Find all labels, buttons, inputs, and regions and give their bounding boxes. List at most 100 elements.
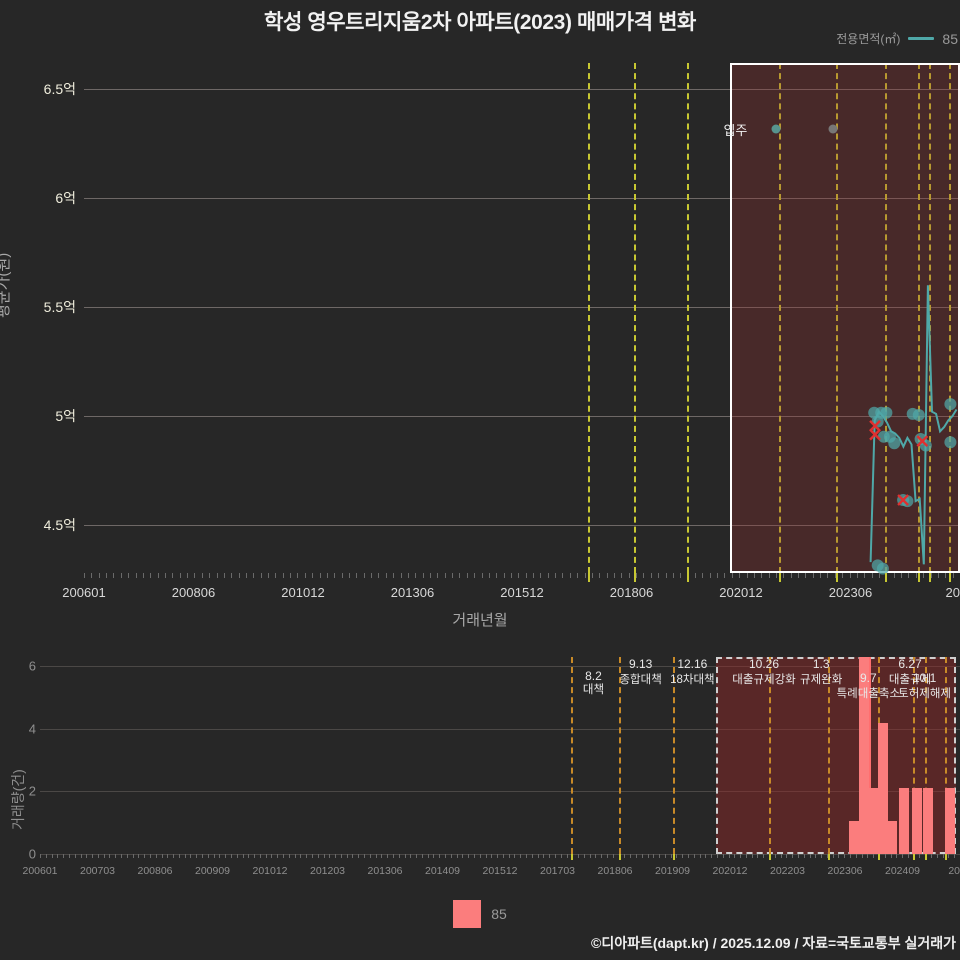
price-x-minor-tick bbox=[569, 573, 571, 578]
volume-x-minor-tick bbox=[844, 854, 846, 858]
price-x-minor-tick bbox=[665, 573, 667, 578]
volume-x-minor-tick bbox=[80, 854, 82, 858]
volume-x-policy-tick bbox=[768, 854, 771, 860]
volume-x-minor-tick bbox=[745, 854, 747, 858]
price-x-minor-tick bbox=[393, 573, 395, 578]
price-y-axis-title: 평균가(원) bbox=[0, 252, 12, 318]
price-x-minor-tick bbox=[459, 573, 461, 578]
volume-bar[interactable] bbox=[877, 722, 888, 854]
volume-x-minor-tick bbox=[560, 854, 562, 858]
price-x-tick-label: 201306 bbox=[390, 585, 435, 600]
volume-x-minor-tick bbox=[462, 854, 464, 858]
volume-x-minor-tick bbox=[352, 854, 354, 858]
volume-x-policy-tick bbox=[827, 854, 830, 860]
price-gridline bbox=[84, 89, 960, 91]
price-y-tick-label: 6.5억 bbox=[43, 81, 76, 98]
price-x-minor-tick bbox=[525, 573, 527, 578]
price-x-minor-tick bbox=[937, 573, 939, 578]
price-x-minor-tick bbox=[643, 573, 645, 578]
price-x-minor-tick bbox=[150, 573, 152, 578]
price-x-minor-tick bbox=[702, 573, 704, 578]
volume-policy-vline bbox=[768, 657, 771, 854]
price-data-point[interactable] bbox=[944, 436, 957, 449]
volume-x-tick-label: 200703 bbox=[79, 865, 116, 877]
price-policy-vline bbox=[634, 63, 637, 573]
price-y-tick-label: 4.5억 bbox=[43, 517, 76, 534]
volume-x-tick-label: 201806 bbox=[597, 865, 633, 877]
volume-x-minor-tick bbox=[364, 854, 366, 858]
volume-bar[interactable] bbox=[886, 821, 897, 854]
price-data-point[interactable] bbox=[876, 562, 889, 575]
price-x-minor-tick bbox=[253, 573, 255, 578]
volume-x-minor-tick bbox=[526, 854, 528, 858]
volume-x-minor-tick bbox=[589, 854, 591, 858]
volume-bar[interactable] bbox=[944, 788, 955, 854]
volume-x-minor-tick bbox=[346, 854, 348, 858]
occupancy-dot-icon bbox=[771, 124, 781, 134]
volume-bar[interactable] bbox=[849, 821, 860, 854]
volume-x-minor-tick bbox=[283, 854, 285, 858]
price-policy-vline bbox=[884, 63, 887, 573]
volume-x-minor-tick bbox=[867, 854, 869, 858]
price-x-minor-tick bbox=[856, 573, 858, 578]
price-x-minor-tick bbox=[753, 573, 755, 578]
volume-x-minor-tick bbox=[907, 854, 909, 858]
volume-policy-vline bbox=[827, 657, 830, 854]
price-x-minor-tick bbox=[179, 573, 181, 578]
price-x-minor-tick bbox=[282, 573, 284, 578]
volume-bar[interactable] bbox=[859, 657, 870, 854]
price-x-minor-tick bbox=[606, 573, 608, 578]
price-y-tick-label: 5억 bbox=[55, 408, 76, 425]
volume-x-minor-tick bbox=[115, 854, 117, 858]
volume-x-minor-tick bbox=[954, 854, 956, 858]
price-x-minor-tick bbox=[798, 573, 800, 578]
price-data-point[interactable] bbox=[880, 406, 893, 419]
legend-line-swatch-icon bbox=[908, 37, 935, 40]
volume-bar[interactable] bbox=[868, 788, 879, 854]
price-x-tick-label: 201512 bbox=[500, 585, 544, 600]
volume-x-minor-tick bbox=[607, 854, 609, 858]
volume-chart-legend[interactable]: 85 bbox=[0, 900, 960, 928]
volume-x-minor-tick bbox=[398, 854, 400, 858]
price-x-policy-tick bbox=[884, 573, 887, 582]
volume-chart-plot-area[interactable]: 6 4 2 0 bbox=[29, 657, 960, 862]
volume-x-minor-tick bbox=[786, 854, 788, 858]
legend-bar-swatch-icon bbox=[453, 900, 482, 928]
volume-x-minor-tick bbox=[271, 854, 273, 858]
price-x-minor-tick bbox=[827, 573, 829, 578]
volume-x-minor-tick bbox=[450, 854, 452, 858]
volume-x-minor-tick bbox=[716, 854, 718, 858]
volume-x-minor-tick bbox=[757, 854, 759, 858]
policy-annotation-date: 1.3 bbox=[812, 657, 830, 671]
volume-x-minor-tick bbox=[265, 854, 267, 858]
price-data-point[interactable] bbox=[912, 409, 925, 421]
price-x-minor-tick bbox=[518, 573, 520, 578]
volume-bar[interactable] bbox=[898, 788, 909, 854]
volume-x-minor-tick bbox=[155, 854, 157, 858]
volume-bar[interactable] bbox=[922, 788, 933, 854]
volume-x-minor-tick bbox=[699, 854, 701, 858]
price-chart-plot-area[interactable]: 6.5억 6억 5.5억 5억 4.5억 입주 bbox=[44, 63, 960, 575]
volume-bar[interactable] bbox=[911, 788, 922, 854]
price-chart-legend[interactable]: 전용면적(㎡) 85 bbox=[836, 30, 958, 47]
price-x-minor-tick bbox=[106, 573, 108, 578]
volume-x-minor-tick bbox=[178, 854, 180, 858]
volume-x-tick-label: 200806 bbox=[137, 865, 173, 877]
price-x-minor-tick bbox=[297, 573, 299, 578]
price-x-policy-tick bbox=[949, 573, 952, 582]
price-x-minor-tick bbox=[260, 573, 262, 578]
volume-x-minor-tick bbox=[161, 854, 163, 858]
price-data-point[interactable] bbox=[888, 437, 901, 450]
volume-x-minor-tick bbox=[491, 854, 493, 858]
volume-x-minor-tick bbox=[358, 854, 360, 858]
price-x-tick-label: 202012 bbox=[719, 585, 763, 600]
volume-x-minor-tick bbox=[734, 854, 736, 858]
price-x-minor-tick bbox=[547, 573, 549, 578]
price-x-tick-label: 201012 bbox=[281, 585, 325, 600]
volume-x-minor-tick bbox=[144, 854, 146, 858]
volume-x-minor-tick bbox=[468, 854, 470, 858]
volume-x-minor-tick bbox=[931, 854, 933, 858]
price-data-point[interactable] bbox=[944, 398, 957, 411]
volume-x-minor-tick bbox=[554, 854, 556, 858]
policy-annotation-name: 토허제해제 bbox=[898, 688, 952, 700]
